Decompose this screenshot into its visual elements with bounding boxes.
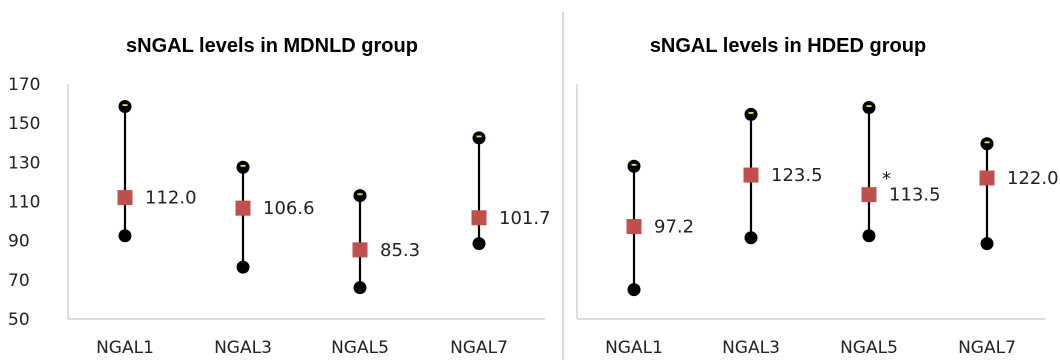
min-marker (627, 283, 641, 297)
data-label: 106.6 (263, 198, 315, 219)
mean-marker (743, 167, 759, 183)
min-marker (980, 237, 994, 251)
data-label: 97.2 (654, 217, 694, 238)
mean-marker (861, 187, 877, 203)
data-label: 101.7 (499, 208, 551, 229)
x-tick-label: NGAL5 (840, 338, 898, 358)
max-marker (118, 100, 132, 114)
max-marker-highlight (240, 164, 246, 167)
y-tick-label: 90 (8, 232, 30, 252)
chart-title: sNGAL levels in HDED group (650, 35, 926, 57)
chart-title: sNGAL levels in MDNLD group (126, 35, 418, 57)
max-marker-highlight (984, 141, 990, 144)
max-marker (744, 107, 758, 121)
max-marker-highlight (631, 163, 637, 166)
max-marker-highlight (866, 105, 872, 107)
max-marker-highlight (476, 135, 482, 138)
data-label: 122.0 (1007, 168, 1059, 189)
min-marker (118, 229, 132, 243)
max-marker (627, 159, 641, 173)
significance-annotation: * (882, 169, 891, 190)
x-tick-label: NGAL7 (958, 338, 1016, 358)
min-marker (236, 260, 250, 274)
mean-marker (235, 200, 251, 216)
x-tick-label: NGAL3 (722, 338, 780, 358)
data-label: 123.5 (771, 165, 823, 186)
max-marker-highlight (357, 193, 363, 196)
data-label: 112.0 (145, 188, 197, 209)
y-tick-label: 50 (8, 310, 30, 330)
max-marker (862, 101, 876, 114)
mean-marker (626, 219, 642, 235)
mean-marker (117, 190, 133, 206)
mean-marker (352, 242, 368, 258)
x-tick-label: NGAL3 (214, 338, 272, 358)
min-marker (744, 231, 758, 245)
x-tick-label: NGAL1 (96, 338, 154, 358)
x-tick-label: NGAL5 (331, 338, 389, 358)
max-marker (472, 131, 486, 145)
y-tick-label: 130 (8, 153, 40, 173)
y-tick-label: 110 (8, 193, 40, 213)
data-label: 113.5 (889, 185, 941, 206)
max-marker-highlight (748, 112, 754, 114)
y-tick-label: 70 (8, 271, 30, 291)
max-marker (236, 160, 250, 174)
min-marker (472, 237, 486, 251)
y-tick-label: 150 (8, 114, 40, 134)
max-marker (353, 189, 367, 203)
max-marker-highlight (122, 104, 128, 107)
y-tick-label: 170 (8, 75, 40, 95)
x-tick-label: NGAL7 (450, 338, 508, 358)
x-tick-label: NGAL1 (605, 338, 663, 358)
min-marker (862, 229, 876, 243)
data-label: 85.3 (380, 240, 420, 261)
min-marker (353, 281, 367, 295)
mean-marker (471, 210, 487, 226)
max-marker (980, 137, 994, 151)
mean-marker (979, 170, 995, 186)
